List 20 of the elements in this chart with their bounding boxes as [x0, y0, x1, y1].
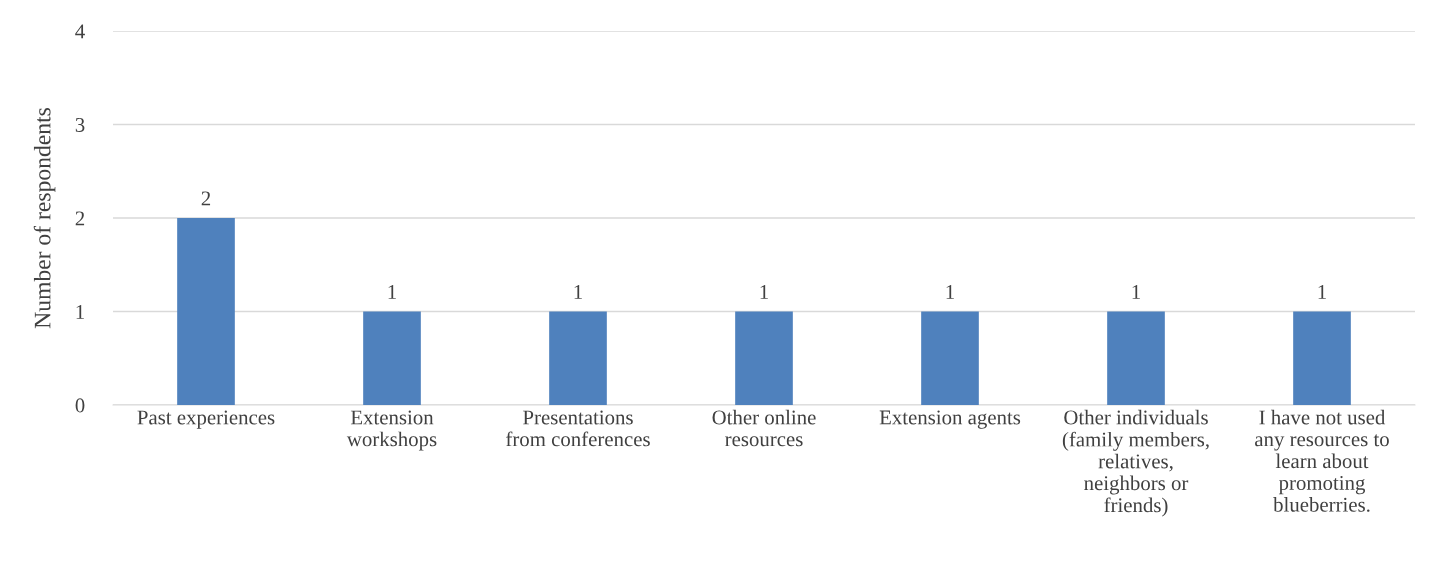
data-label: 1 [760, 284, 768, 299]
data-label: 2 [201, 191, 211, 206]
y-tick-label: 0 [75, 398, 85, 413]
data-label: 1 [1318, 284, 1326, 299]
x-tick-label: Other individuals (family members, relatives, neighbors or friends) [1062, 409, 1209, 517]
x-tick-label: Extension agents [879, 410, 1021, 429]
x-tick-label: Other online resources [712, 409, 816, 447]
x-tick-label: Extension workshops [346, 410, 437, 451]
y-tick-label: 3 [75, 117, 85, 132]
y-axis-title: Number of respondents [33, 108, 56, 329]
y-tick-label: 4 [75, 24, 85, 39]
data-label: 1 [946, 284, 954, 299]
data-label: 1 [388, 284, 396, 299]
data-label: 1 [1132, 284, 1140, 299]
x-tick-label: Past experiences [137, 410, 275, 429]
x-tick-label: Presentations from conferences [506, 410, 650, 447]
data-label: 1 [574, 284, 582, 299]
x-tick-label: I have not used any resources to learn about promoting blueberries. [1255, 409, 1389, 512]
y-tick-label: 2 [75, 211, 85, 226]
y-tick-label: 1 [76, 304, 84, 319]
